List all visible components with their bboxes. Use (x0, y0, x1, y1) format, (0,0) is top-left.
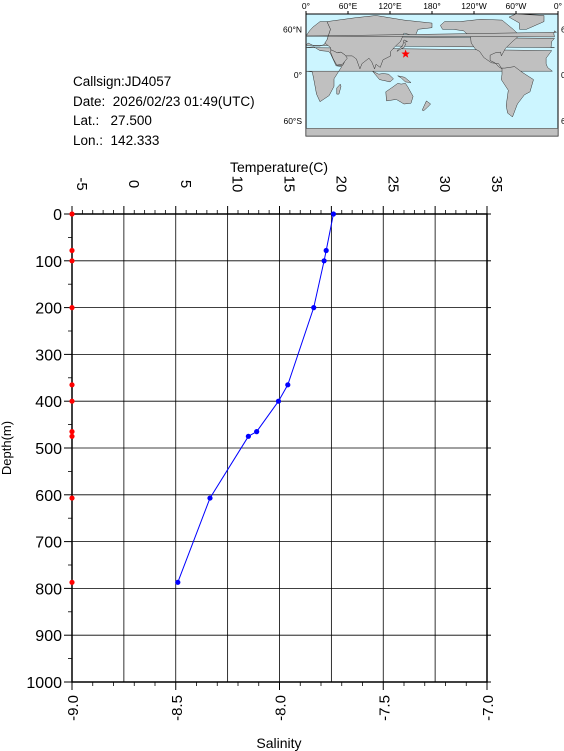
temperature-data-point (207, 495, 213, 501)
lon-label: Lon.: (73, 132, 104, 148)
map-lon-label: 60°E (339, 1, 358, 11)
callsign-label: Callsign: (73, 74, 125, 89)
salinity-tick-label: -9.0 (65, 695, 82, 721)
salinity-tick-label: -8.5 (169, 695, 186, 721)
location-map: 0° 60°E 120°E 180° 120°W 60°W 0° 60°N 60°N 0° 0° 60… (283, 1, 564, 137)
madagascar-land (336, 83, 342, 95)
temperature-data-point (330, 211, 337, 217)
map-lat-label-right: 60°N (561, 24, 564, 34)
callsign-value: JD4057 (124, 74, 172, 89)
salinity-data-point (69, 247, 75, 254)
temperature-data-point (311, 305, 317, 311)
star-icon (401, 49, 410, 58)
map-lon-label: 0° (554, 1, 562, 11)
chart-series (69, 211, 337, 585)
temperature-tick-label: 5 (177, 180, 194, 188)
temperature-data-point (323, 247, 329, 254)
map-land (305, 13, 559, 137)
map-lat-label: 60°S (283, 116, 302, 126)
depth-tick-label: 300 (35, 347, 62, 364)
arabia-land (330, 49, 348, 66)
depth-tick-label: 200 (35, 301, 62, 318)
salinity-data-point (69, 579, 75, 585)
japan-land (396, 39, 409, 52)
north-america-land (440, 19, 520, 70)
temperature-tick-label: 35 (488, 176, 505, 193)
map-labels: 0° 60°E 120°E 180° 120°W 60°W 0° 60°N 60°N 0° 0° 60… (283, 1, 564, 126)
temperature-tick-label: 0 (125, 180, 142, 188)
salinity-data-point (69, 211, 75, 217)
map-marker (401, 49, 410, 58)
lat-value: 27.500 (110, 113, 152, 128)
temperature-data-point (254, 429, 260, 435)
temperature-data-point (321, 258, 327, 264)
temperature-tick-label: 15 (281, 176, 298, 193)
salinity-tick-label: -7.5 (376, 695, 393, 721)
map-lat-label-right: 60°S (561, 116, 564, 126)
temperature-axis-label: Temperature(C) (230, 159, 328, 175)
salinity-data-point (69, 398, 75, 404)
lat-label: Lat.: (73, 113, 100, 128)
map-lon-label: 120°E (378, 1, 402, 11)
callsign-line: Callsign:JD4057 (73, 72, 255, 92)
salinity-data-point (69, 305, 75, 311)
uk-land (306, 30, 558, 38)
temperature-tick-label: -5 (73, 177, 90, 190)
lat-line: Lat.: 27.500 (73, 111, 255, 131)
chart-ticks (64, 206, 491, 690)
depth-tick-label: 500 (35, 441, 62, 458)
depth-tick-label: 1000 (26, 675, 62, 692)
map-lon-label: 0° (302, 1, 310, 11)
salinity-tick-label: -7.0 (480, 695, 497, 721)
australia-land (385, 83, 414, 105)
temperature-tick-label: 25 (384, 176, 401, 193)
africa-land (305, 46, 554, 103)
salinity-data-point (69, 495, 75, 501)
depth-axis-label: Depth(m) (0, 421, 14, 475)
date-line: Date: 2026/02/23 01:49(UTC) (73, 92, 255, 112)
temperature-tick-label: 30 (436, 176, 453, 193)
map-lat-label-right: 0° (561, 70, 564, 80)
indonesia-land (372, 70, 394, 83)
new-zealand-land (421, 100, 431, 112)
new-guinea-land (397, 75, 412, 83)
salinity-data-point (69, 382, 75, 388)
depth-tick-label: 600 (35, 488, 62, 505)
salinity-data-point (69, 258, 75, 264)
date-label: Date: (73, 93, 106, 109)
lon-line: Lon.: 142.333 (73, 131, 255, 151)
chart-grid (71, 213, 488, 683)
temperature-data-point (175, 579, 181, 585)
temperature-data-point (245, 433, 251, 439)
map-lon-label: 60°W (506, 1, 527, 11)
date-value: 2026/02/23 01:49(UTC) (112, 93, 255, 109)
depth-tick-label: 100 (35, 254, 62, 271)
depth-tick-label: 0 (53, 207, 62, 224)
greenland-land (508, 13, 545, 30)
salinity-data-point (69, 433, 75, 439)
temperature-data-point (285, 382, 291, 388)
depth-tick-label: 900 (35, 628, 62, 645)
salinity-data-point (69, 429, 75, 435)
depth-tick-label: 800 (35, 581, 62, 598)
temperature-data-point (275, 398, 282, 404)
station-info: Callsign:JD4057 Date: 2026/02/23 01:49(U… (73, 72, 255, 150)
depth-tick-label: 400 (35, 394, 62, 411)
temperature-tick-label: 20 (332, 176, 349, 193)
lon-value: 142.333 (110, 132, 160, 148)
map-lon-label: 120°W (461, 1, 487, 11)
chart-tick-labels: -5 0 5 10 15 20 25 30 35 0 100 200 300 400 500 600 700 80… (26, 176, 505, 721)
temperature-tick-label: 10 (229, 176, 246, 193)
antarctica-land (305, 128, 559, 137)
map-lon-label: 180° (423, 1, 441, 11)
salinity-tick-label: -8.0 (273, 695, 290, 721)
map-lat-label: 0° (294, 70, 302, 80)
south-america-land (501, 66, 534, 118)
depth-tick-label: 700 (35, 535, 62, 552)
temperature-series-line (177, 213, 334, 583)
salinity-axis-label: Salinity (256, 735, 301, 751)
map-lat-label: 60°N (283, 24, 302, 34)
